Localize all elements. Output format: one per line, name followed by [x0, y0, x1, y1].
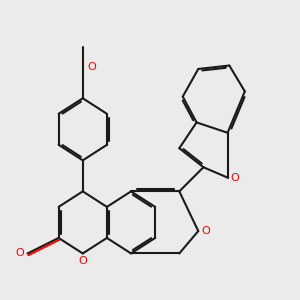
Text: O: O: [202, 226, 210, 236]
Text: O: O: [16, 248, 24, 258]
Text: O: O: [87, 62, 96, 72]
Text: O: O: [78, 256, 87, 266]
Text: O: O: [231, 172, 239, 183]
